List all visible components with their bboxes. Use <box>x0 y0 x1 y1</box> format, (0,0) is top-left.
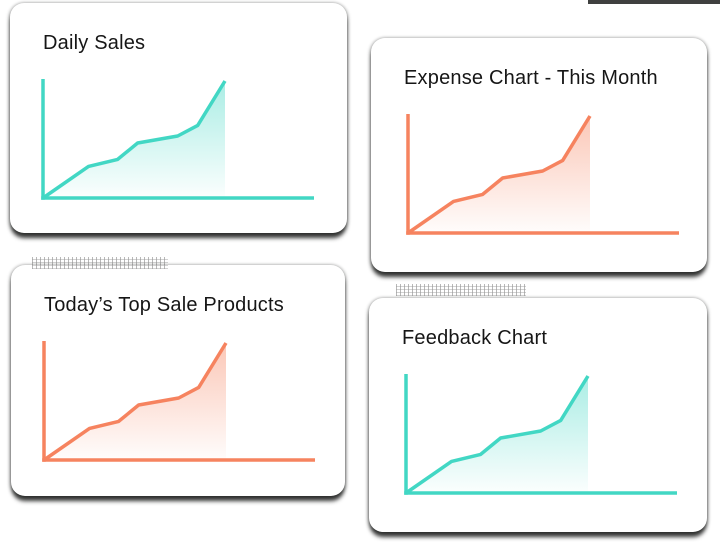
card-title: Feedback Chart <box>402 327 548 349</box>
top-sale-products-chart <box>42 341 315 462</box>
card-expense-chart: Expense Chart - This Month <box>371 38 707 272</box>
daily-sales-chart <box>41 79 314 200</box>
expense-chart <box>406 114 679 235</box>
card-daily-sales: Daily Sales <box>10 3 347 233</box>
card-title: Expense Chart - This Month <box>404 67 658 89</box>
card-feedback-chart: Feedback Chart <box>369 298 707 532</box>
cropped-shadow-edge <box>588 0 720 4</box>
shadow-dither-artifact <box>396 284 526 296</box>
card-title: Today’s Top Sale Products <box>44 294 284 316</box>
card-title: Daily Sales <box>43 32 146 54</box>
card-top-sale-products: Today’s Top Sale Products <box>11 265 345 496</box>
shadow-dither-artifact <box>32 257 168 269</box>
feedback-chart <box>404 374 677 495</box>
